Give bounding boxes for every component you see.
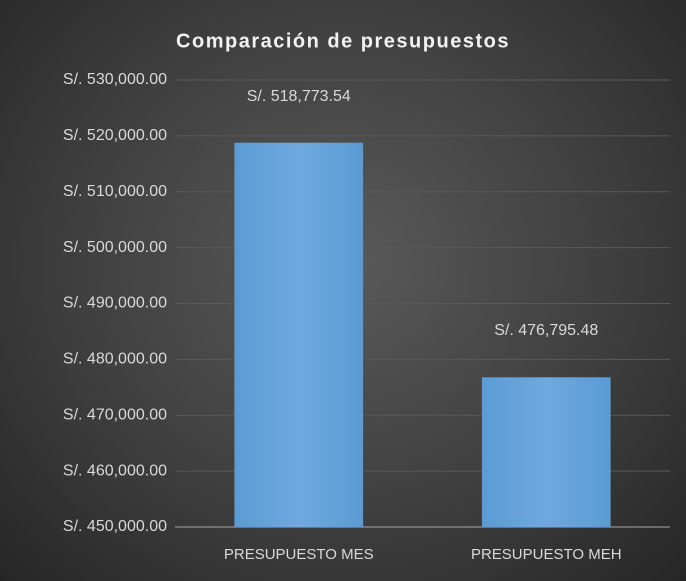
data-label: S/. 476,795.48 <box>494 322 599 340</box>
data-label: S/. 518,773.54 <box>246 87 351 105</box>
y-tick-label: S/. 520,000.00 <box>63 127 167 144</box>
y-tick-label: S/. 480,000.00 <box>63 351 167 368</box>
y-tick-label: S/. 470,000.00 <box>63 406 167 423</box>
bar <box>234 142 364 527</box>
x-tick-label: PRESUPUESTO MEH <box>471 546 622 563</box>
x-tick-label: PRESUPUESTO MES <box>224 546 374 563</box>
bar <box>481 377 611 527</box>
y-tick-label: S/. 450,000.00 <box>63 518 167 535</box>
y-tick-label: S/. 510,000.00 <box>63 183 167 200</box>
chart-title: Comparación de presupuestos <box>176 30 510 52</box>
y-tick-label: S/. 500,000.00 <box>63 239 167 256</box>
y-tick-label: S/. 490,000.00 <box>63 295 167 312</box>
y-tick-label: S/. 460,000.00 <box>63 462 167 479</box>
y-tick-label: S/. 530,000.00 <box>63 71 167 88</box>
